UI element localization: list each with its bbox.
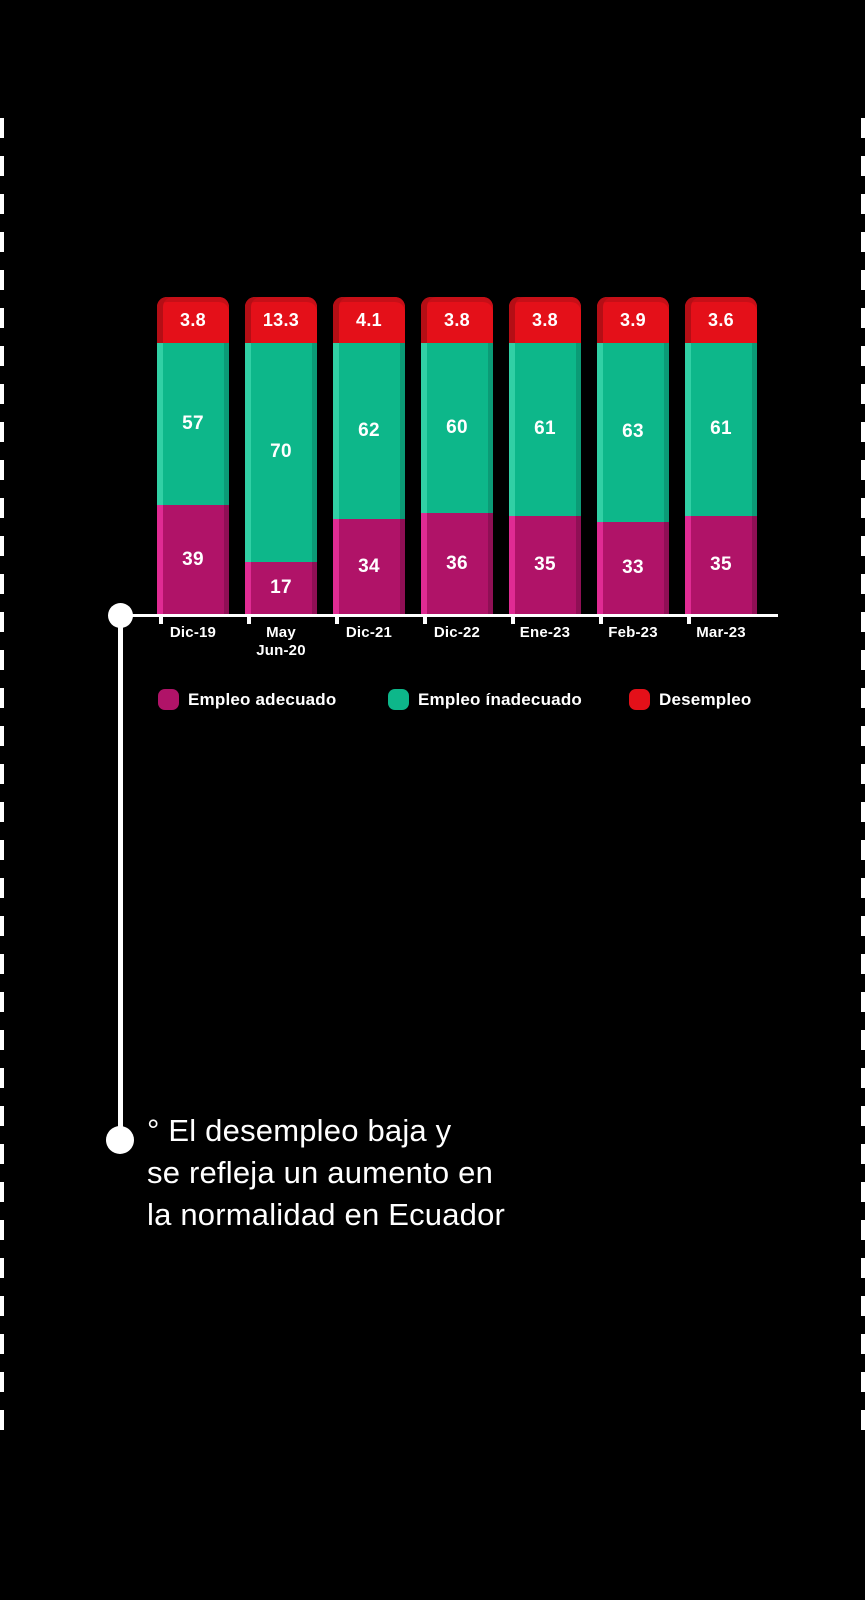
segment-empleo-adecuado: 33: [597, 521, 669, 615]
segment-desempleo: 4.1: [333, 297, 405, 343]
bar-mar-23: 3.6 61 35: [685, 297, 757, 615]
segment-empleo-adecuado: 17: [245, 561, 317, 615]
legend-item-2: Empleo ínadecuado: [388, 689, 582, 710]
bars-container: 3.8 57 39 13.3 70 17 4.1 62 34 3.8 60 36 3.8 61 35 3.9 6…: [157, 297, 757, 615]
legend-label: Desempleo: [659, 689, 752, 709]
legend-swatch: [629, 689, 650, 710]
segment-desempleo: 3.8: [157, 297, 229, 343]
bar-feb-23: 3.9 63 33: [597, 297, 669, 615]
segment-empleo-inadecuado: 61: [509, 343, 581, 516]
legend-label: Empleo adecuado: [188, 689, 337, 709]
x-axis-label: Dic-21: [345, 624, 393, 641]
segment-empleo-adecuado: 35: [509, 515, 581, 615]
segment-empleo-inadecuado: 70: [245, 343, 317, 562]
legend-swatch: [388, 689, 409, 710]
x-axis-tick: [687, 617, 691, 624]
segment-desempleo: 3.9: [597, 297, 669, 343]
left-dashed-border: [0, 118, 4, 1442]
x-axis-tick: [423, 617, 427, 624]
segment-empleo-inadecuado: 60: [421, 343, 493, 513]
x-axis-tick: [599, 617, 603, 624]
segment-empleo-inadecuado: 57: [157, 343, 229, 505]
legend-swatch: [158, 689, 179, 710]
bar-ene-23: 3.8 61 35: [509, 297, 581, 615]
legend-item-3: Desempleo: [629, 689, 752, 710]
x-axis-label: Ene-23: [519, 624, 571, 641]
caption-bullet-dot: [106, 1126, 134, 1154]
segment-desempleo: 13.3: [245, 297, 317, 343]
segment-empleo-adecuado: 35: [685, 515, 757, 615]
segment-desempleo: 3.8: [421, 297, 493, 343]
timeline-connector-line: [118, 615, 123, 1140]
segment-empleo-inadecuado: 61: [685, 343, 757, 516]
bar-dic-22: 3.8 60 36: [421, 297, 493, 615]
segment-empleo-adecuado: 39: [157, 504, 229, 615]
segment-desempleo: 3.6: [685, 297, 757, 343]
x-axis-label: Dic-19: [169, 624, 217, 641]
x-axis-label: Dic-22: [433, 624, 481, 641]
x-axis-label: Feb-23: [608, 624, 658, 641]
segment-empleo-inadecuado: 63: [597, 343, 669, 522]
legend-item-1: Empleo adecuado: [158, 689, 336, 710]
x-axis-label: Mar-23: [696, 624, 746, 641]
x-axis-tick: [247, 617, 251, 624]
legend-label: Empleo ínadecuado: [418, 689, 582, 709]
x-axis-tick: [335, 617, 339, 624]
bar-dic-19: 3.8 57 39: [157, 297, 229, 615]
x-axis-tick: [511, 617, 515, 624]
bar-dic-21: 4.1 62 34: [333, 297, 405, 615]
segment-empleo-adecuado: 34: [333, 518, 405, 615]
x-axis-tick: [159, 617, 163, 624]
x-axis-line: [120, 614, 778, 617]
segment-empleo-adecuado: 36: [421, 513, 493, 615]
right-dashed-border: [861, 118, 865, 1442]
x-axis-label: May Jun-20: [256, 624, 306, 659]
segment-desempleo: 3.8: [509, 297, 581, 343]
caption-text: ° El desempleo baja y se refleja un aume…: [147, 1113, 506, 1232]
bar-may-jun-20: 13.3 70 17: [245, 297, 317, 615]
segment-empleo-inadecuado: 62: [333, 343, 405, 519]
